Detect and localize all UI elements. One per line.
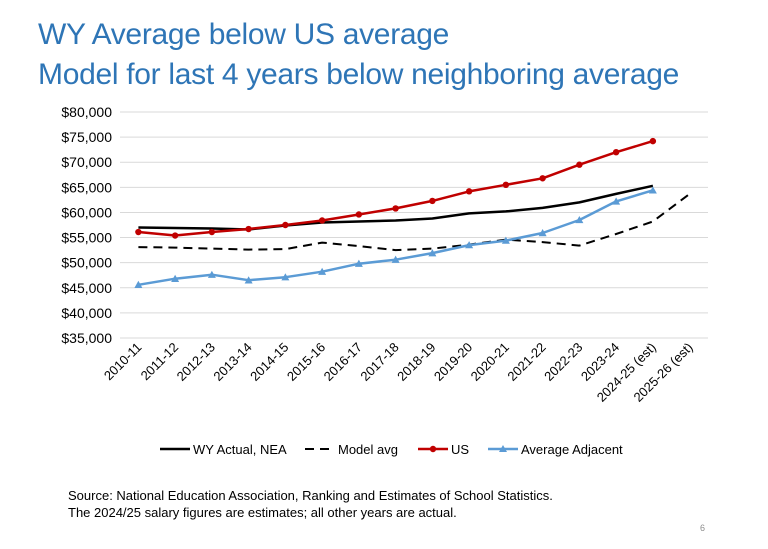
data-point [318,217,326,224]
legend-marker [429,445,437,453]
x-tick-label: 2015-16 [284,340,328,384]
data-point [355,211,363,218]
legend-label: WY Actual, NEA [193,442,287,457]
title-line-2: Model for last 4 years below neighboring… [38,58,679,91]
legend: WY Actual, NEA Model avg US Average Adjacen… [160,442,623,457]
legend-entry: WY Actual, NEA [160,442,287,457]
x-tick-label: 2022-23 [541,340,585,384]
legend-entry: US [418,442,469,457]
y-tick-label: $40,000 [61,305,112,321]
gridlines [120,111,708,339]
data-point [391,255,400,263]
page-number: 6 [700,523,706,533]
data-point [244,276,253,284]
x-tick-label: 2014-15 [247,340,291,384]
legend-entry: Model avg [305,442,398,457]
x-tick-label: 2018-19 [394,340,438,384]
x-tick-label: 2020-21 [468,340,512,384]
legend-label: US [451,442,469,457]
data-point [539,175,546,182]
data-point [135,228,142,236]
x-tick-label: 2011-12 [138,340,182,384]
data-point [501,236,510,244]
source-note-line-2: The 2024/25 salary figures are estimates… [68,505,457,520]
data-point [354,259,363,267]
x-tick-label: 2012-13 [174,340,218,384]
legend-entry: Average Adjacent [488,442,623,457]
data-point [575,215,584,224]
data-point [281,273,290,281]
data-point [392,205,399,212]
series-average-adjacent [134,186,657,288]
data-point [429,197,436,205]
series-line [138,184,654,231]
data-point [465,188,473,195]
source-note-line-1: Source: National Education Association, … [68,488,553,503]
data-point [207,270,216,278]
y-tick-label: $55,000 [61,230,112,246]
y-tick-label: $65,000 [61,179,112,195]
data-point [318,267,327,275]
x-tick-label: 2021-22 [504,340,548,384]
legend-label: Model avg [338,442,398,457]
data-point [612,197,621,205]
y-tick-label: $70,000 [61,154,112,170]
data-point [282,221,289,229]
data-point [245,225,252,233]
data-point [171,274,180,282]
y-tick-label: $45,000 [61,280,112,296]
series-model-avg [138,193,691,252]
y-tick-label: $80,000 [61,104,112,120]
x-axis-tick-labels: 2010-112011-122012-132013-142014-152015-… [101,340,696,405]
x-tick-label: 2019-20 [431,340,475,384]
data-point [208,228,216,236]
data-point [465,241,474,249]
data-point [134,280,143,288]
data-point [648,186,657,194]
data-point [502,181,510,189]
y-tick-label: $60,000 [61,204,112,220]
y-tick-label: $50,000 [61,255,112,271]
data-point [538,229,547,237]
data-point [576,161,583,168]
x-tick-label: 2017-18 [357,340,401,384]
data-point [171,232,179,239]
x-tick-label: 2010-11 [101,340,145,384]
series-layer [134,137,691,288]
data-point [649,137,657,145]
y-axis-tick-labels: $35,000 $40,000 $45,000 $50,000 $55,000 $60,0… [61,104,112,346]
y-tick-label: $75,000 [61,129,112,145]
series-us [135,137,657,239]
data-point [428,249,437,257]
title-line-1: WY Average below US average [38,18,450,51]
data-point [612,148,620,156]
y-tick-label: $35,000 [61,330,112,346]
series-wy-actual-nea [138,184,654,231]
series-line [138,193,691,252]
x-tick-label: 2016-17 [321,340,365,384]
legend-marker [499,445,507,452]
x-tick-label: 2013-14 [210,340,254,384]
legend-label: Average Adjacent [521,442,623,457]
